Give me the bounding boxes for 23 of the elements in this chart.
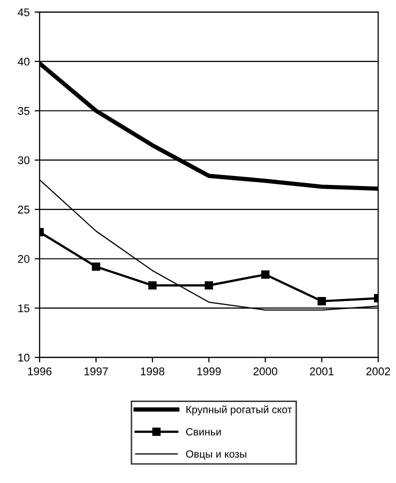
y-tick-label: 10 xyxy=(18,354,30,362)
legend-label: Овцы и козы xyxy=(186,450,246,460)
point xyxy=(204,281,214,290)
point xyxy=(318,297,326,306)
legend-label: Свиньи xyxy=(186,428,221,436)
y-tick-label: 35 xyxy=(18,107,30,115)
y-tick-label: 20 xyxy=(18,255,30,263)
y-tick-label: 25 xyxy=(18,206,30,214)
y-tick-label: 15 xyxy=(18,304,30,312)
point xyxy=(92,262,100,271)
x-tick-label: 1998 xyxy=(140,367,164,376)
point xyxy=(148,281,157,290)
y-tick-label: 30 xyxy=(18,156,30,164)
x-tick-label: 2000 xyxy=(254,367,278,376)
y-tick-label: 40 xyxy=(18,58,30,66)
point xyxy=(261,270,270,279)
x-tick-label: 2001 xyxy=(310,367,334,376)
legend-label: Крупный рогатый скот xyxy=(186,405,292,416)
x-tick-label: 1996 xyxy=(28,367,52,376)
x-tick-label: 1999 xyxy=(197,367,221,376)
x-tick-label: 1997 xyxy=(84,367,108,376)
x-tick-label: 2002 xyxy=(366,367,390,376)
y-tick-label: 45 xyxy=(18,8,30,16)
